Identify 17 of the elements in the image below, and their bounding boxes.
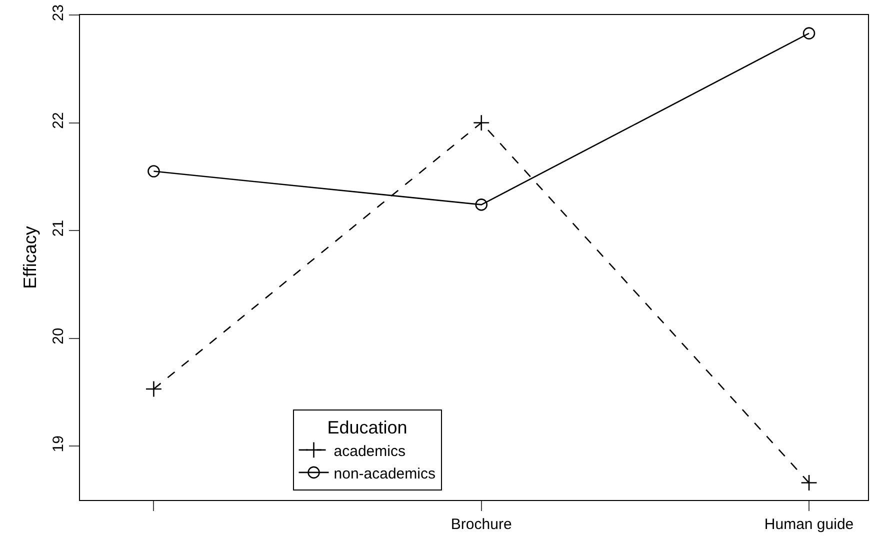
y-tick-label: 23 xyxy=(50,4,67,22)
legend-label: academics xyxy=(334,442,406,460)
point xyxy=(802,27,816,40)
y-tick-label: 21 xyxy=(50,220,67,237)
point xyxy=(145,380,162,398)
y-tick-label: 22 xyxy=(50,112,67,129)
legend-title: Education xyxy=(327,418,408,438)
x-tick-label: Human guide xyxy=(764,516,854,533)
x-tick-label: Brochure xyxy=(450,516,512,533)
point xyxy=(473,114,490,132)
point xyxy=(148,165,160,178)
point xyxy=(475,198,488,211)
legend-label: non-academics xyxy=(334,465,436,482)
y-tick-label: 20 xyxy=(50,328,67,344)
y-tick-label: 19 xyxy=(50,436,67,452)
y-axis-title: Efficacy xyxy=(20,226,40,289)
point xyxy=(800,474,818,492)
